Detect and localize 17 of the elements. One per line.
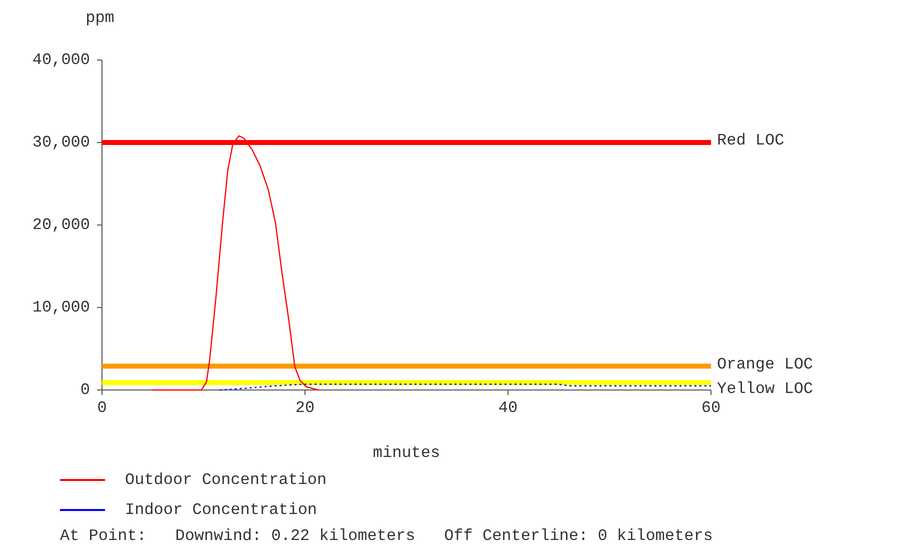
ref-line-label: Yellow LOC: [717, 380, 814, 398]
y-tick-label: 10,000: [32, 298, 90, 317]
ref-line-label: Orange LOC: [717, 355, 814, 374]
ref-line-label: Red LOC: [717, 132, 784, 150]
x-tick-label: 60: [701, 399, 721, 417]
x-axis-title: minutes: [372, 444, 440, 462]
x-tick-label: 0: [97, 399, 107, 417]
y-tick-label: 30,000: [32, 134, 90, 152]
x-tick-label: 40: [498, 399, 518, 417]
y-tick-label: 0: [80, 381, 90, 400]
x-tick-label: 20: [295, 399, 315, 417]
legend-label: Outdoor Concentration: [125, 471, 327, 490]
y-axis-title: ppm: [86, 9, 114, 27]
y-tick-label: 20,000: [32, 216, 90, 234]
text: At Point: Downwind: 0.22 kilometers Off Centerline: 0 kilometers: [60, 527, 713, 545]
y-tick-label: 40,000: [32, 51, 90, 70]
legend-label: Indoor Concentration: [125, 501, 318, 520]
